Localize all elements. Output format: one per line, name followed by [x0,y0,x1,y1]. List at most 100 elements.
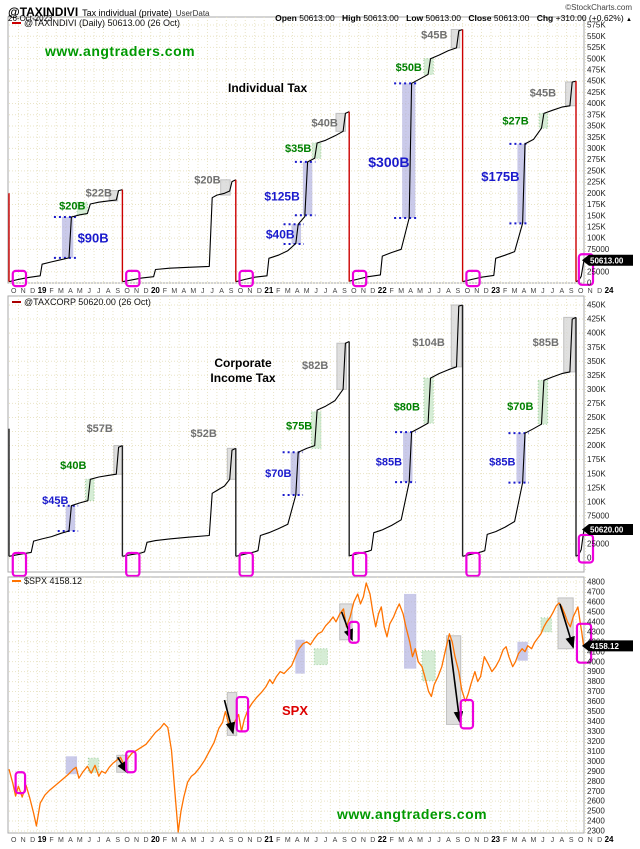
x-axis-tick-label: A [68,288,73,295]
october-highlight-box [459,698,475,730]
high-value: 50613.00 [363,13,399,23]
x-axis-tick-label: A [295,837,300,844]
highlight-band-green [423,58,434,75]
highlight-band-blue [517,641,528,661]
y-axis-tick-label: 175K [587,200,606,209]
chg-value: +310.00 (+0.62%) [555,13,624,23]
x-axis-tick-label: A [68,837,73,844]
x-axis-tick-label: F [390,288,394,295]
october-highlight-box [235,695,250,733]
october-highlight-box [125,551,141,578]
x-axis-tick-label: J [314,288,318,295]
october-highlight-box [238,269,254,288]
x-axis-tick-label: A [333,837,338,844]
y-axis-tick-label: 4500 [587,607,605,616]
annotation-arrow-icon [559,603,575,649]
x-axis-tick-label: 24 [605,286,614,295]
y-axis-tick-label: 575K [587,21,606,30]
y-axis-tick-label: 275K [587,399,606,408]
x-axis-tick-label: 22 [378,286,387,295]
x-axis-tick-label: M [398,837,404,844]
october-highlight-box [577,533,595,564]
y-axis-tick-label: 150K [587,469,606,478]
october-highlight-box [14,771,27,795]
x-axis-tick-label: M [285,288,291,295]
x-axis-tick-label: F [276,837,280,844]
value-annotation: $75B [286,421,312,433]
x-axis-tick-label: M [285,837,291,844]
ohlc-row: Open 50613.00 High 50613.00 Low 50613.00… [270,13,632,23]
x-axis-tick-label: S [229,837,234,844]
x-axis-tick-label: O [124,837,130,844]
panel2-legend-dash-icon [12,300,21,303]
x-axis-tick-label: D [143,837,148,844]
annotation-arrow-icon [340,611,353,642]
y-axis-tick-label: 525K [587,43,606,52]
x-axis-tick-label: O [351,288,357,295]
x-axis-tick-label: N [361,837,366,844]
highlight-band-blue [295,639,305,674]
y-axis-tick-label: 500K [587,54,606,63]
tax-curve-FY2020 [122,179,237,283]
last-price-badge [582,524,633,536]
highlight-band-green [421,650,436,682]
low-value: 50613.00 [425,13,461,23]
x-axis-tick-label: J [324,837,328,844]
october-highlight-box [577,253,595,286]
x-axis-tick-label: D [143,288,148,295]
y-axis-tick-label: 200K [587,441,606,450]
y-axis-tick-label: 450K [587,301,606,310]
value-annotation: $40B [311,118,337,130]
x-axis-tick-label: J [97,837,101,844]
y-axis-tick-label: 425K [587,88,606,97]
highlight-band-green [76,201,88,216]
x-axis-tick-label: N [588,288,593,295]
y-axis-tick-label: 4300 [587,627,605,636]
y-axis-tick-label: 4000 [587,657,605,666]
value-annotation: $40B [60,460,86,472]
tax-curve-FY2019 [8,189,123,283]
y-axis-tick-label: 400K [587,99,606,108]
last-price-badge [582,254,633,266]
x-axis-tick-label: O [578,288,584,295]
x-axis-tick-label: M [171,837,177,844]
x-axis-tick-label: D [484,288,489,295]
x-axis-tick-label: S [456,288,461,295]
value-annotation: $20B [194,175,220,187]
value-annotation: $40B [266,228,295,242]
value-annotation: $45B [530,88,556,100]
x-axis-tick-label: D [30,837,35,844]
x-axis-tick-label: J [428,837,432,844]
value-annotation: $85B [489,457,515,469]
x-axis-tick-label: A [106,288,111,295]
x-axis-tick-label: S [569,837,574,844]
x-axis-tick-label: M [531,837,537,844]
highlight-band-green [423,377,434,424]
panel1-title: Individual Tax [228,81,308,95]
x-axis-tick-label: M [58,837,64,844]
x-axis-tick-label: N [588,837,593,844]
y-axis-tick-label: 450K [587,77,606,86]
highlight-band-green [85,478,95,502]
x-axis-tick-label: A [522,288,527,295]
open-value: 50613.00 [299,13,335,23]
y-axis-tick-label: 100K [587,497,606,506]
y-axis-tick-label: 175K [587,455,606,464]
x-axis-tick-label: A [408,288,413,295]
x-axis-tick-label: M [512,288,518,295]
x-axis-tick-label: A [559,837,564,844]
x-axis-tick-label: J [541,837,545,844]
x-axis-tick-label: M [531,288,537,295]
x-axis-tick-label: O [578,837,584,844]
value-annotation: $85B [376,457,402,469]
x-axis-tick-label: D [257,288,262,295]
x-axis-tick-label: M [417,288,423,295]
x-axis-tick-label: S [569,288,574,295]
tax-curve-FY2020 [122,447,237,557]
last-price-badge-text: 50613.00 [590,256,624,265]
x-axis-tick-label: J [314,837,318,844]
value-annotation: $45B [421,30,447,42]
chart-date: 26-Oct-2023 [8,14,53,23]
x-axis-tick-label: J [88,288,92,295]
